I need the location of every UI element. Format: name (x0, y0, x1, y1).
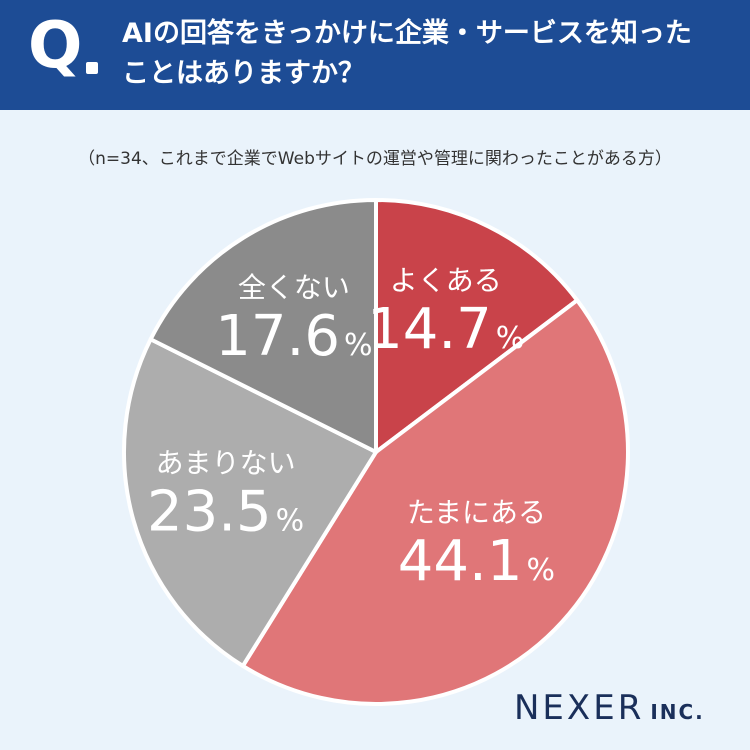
question-header: Q AIの回答をきっかけに企業・サービスを知った ことはありますか？ (0, 0, 750, 110)
slice-value-2: 44.1% (398, 529, 555, 594)
brand-name: NEXER (514, 688, 645, 728)
brand-suffix: INC. (650, 700, 705, 724)
nexer-logo: NEXER INC. (514, 688, 705, 728)
slice-label-4: 全くない (238, 271, 350, 304)
slice-label-1: よくある (390, 264, 502, 297)
question-mark-dot (86, 62, 98, 74)
pie-slice-2 (240, 298, 630, 706)
slice-value-3: 23.5% (147, 480, 304, 545)
question-mark: Q (28, 9, 83, 83)
question-text: AIの回答をきっかけに企業・サービスを知った ことはありますか？ (122, 14, 732, 94)
sample-note: （n=34、これまで企業でWebサイトの運営や管理に関わったことがある方） (78, 149, 672, 169)
slice-value-1: 14.7% (367, 297, 524, 362)
pie-slice-1 (374, 198, 580, 454)
question-line-2: ことはありますか？ (122, 58, 365, 89)
pie-slice-4 (148, 198, 378, 454)
slice-label-2: たまにある (407, 496, 546, 529)
slice-value-4: 17.6% (215, 304, 372, 369)
slice-label-3: あまりない (156, 447, 296, 480)
question-line-1: AIの回答をきっかけに企業・サービスを知った (122, 18, 692, 49)
